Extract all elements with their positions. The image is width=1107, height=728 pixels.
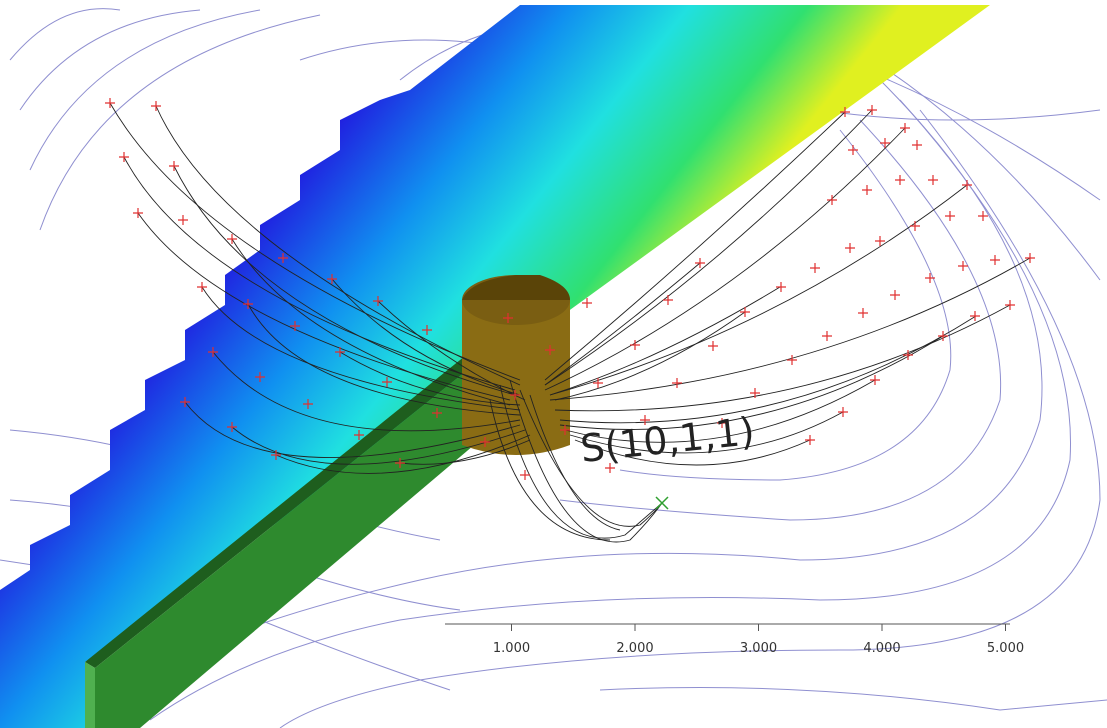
scale-tick-label: 1.000 <box>493 641 530 656</box>
seed-markers <box>105 98 1035 480</box>
beam <box>85 352 480 728</box>
scale-tick-label: 2.000 <box>616 641 653 656</box>
slab <box>0 5 990 728</box>
annotation: S(10,1,1) <box>578 409 756 471</box>
streamlines <box>109 102 1031 543</box>
scale-tick-label: 3.000 <box>740 641 777 656</box>
scale-tick-label: 5.000 <box>987 641 1024 656</box>
scale-bar: 1.000 2.000 3.000 4.000 5.000 <box>445 623 1024 656</box>
scale-tick-label: 4.000 <box>863 641 900 656</box>
cylinder <box>462 275 570 455</box>
contours <box>0 8 1107 728</box>
end-marker <box>655 496 669 510</box>
